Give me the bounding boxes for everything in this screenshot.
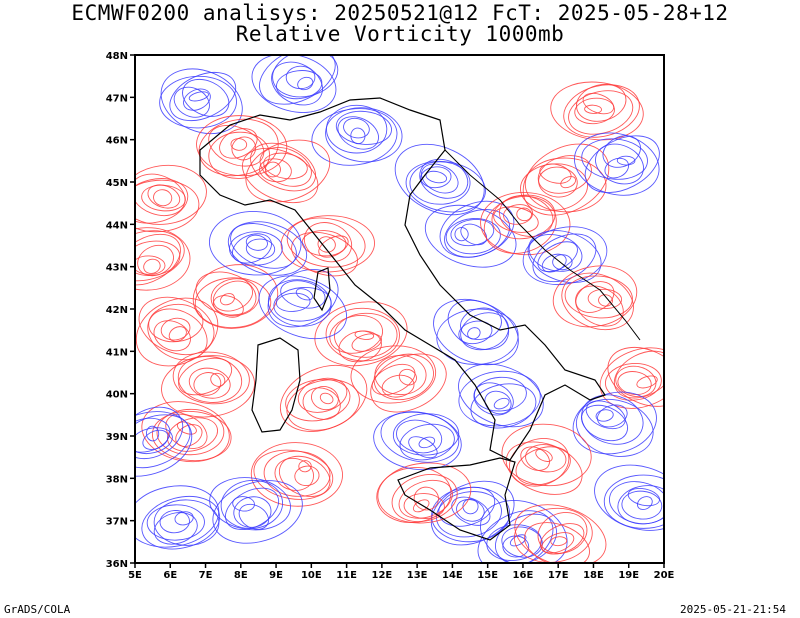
negative-vorticity-cell: [433, 298, 519, 366]
positive-vorticity-cell: [279, 364, 368, 432]
lon-label: 8E: [234, 570, 248, 581]
lon-label: 12E: [371, 570, 392, 581]
positive-vorticity-cell: [350, 345, 447, 413]
negative-vorticity-cell: [458, 363, 544, 429]
lon-label: 11E: [336, 570, 357, 581]
lat-label: 38N: [106, 474, 128, 485]
positive-vorticity-cell: [135, 227, 191, 291]
vorticity-field: [135, 55, 664, 563]
lon-label: 6E: [163, 570, 177, 581]
lon-label: 7E: [199, 570, 213, 581]
footer-timestamp: 2025-05-21-21:54: [680, 603, 786, 616]
lon-label: 14E: [442, 570, 463, 581]
lat-label: 43N: [106, 263, 128, 274]
lat-label: 48N: [106, 51, 128, 62]
axes: 48N 47N 46N 45N 44N 43N 42N 41N 40N 39N 38N 37N 36N5…: [106, 51, 675, 581]
negative-vorticity-cell: [135, 406, 193, 477]
positive-vorticity-cell: [501, 423, 592, 495]
positive-vorticity-cell: [599, 346, 664, 409]
coastlines: [199, 97, 641, 541]
lat-label: 37N: [106, 517, 128, 528]
title-line-2: Relative Vorticity 1000mb: [235, 22, 565, 46]
negative-vorticity-cell: [373, 411, 462, 471]
footer-software-label: GrADS/COLA: [4, 603, 71, 616]
negative-vorticity-cell: [208, 211, 308, 276]
negative-vorticity-cell: [251, 55, 339, 113]
lon-label: 20E: [654, 570, 675, 581]
positive-vorticity-cell: [550, 81, 644, 141]
title-line-1: ECMWF0200 analisys: 20250521@12 FcT: 202…: [71, 1, 729, 25]
lon-label: 18E: [583, 570, 604, 581]
lat-label: 39N: [106, 432, 128, 443]
sicily-outline: [397, 457, 516, 541]
lon-label: 9E: [269, 570, 283, 581]
negative-vorticity-cell: [594, 464, 664, 531]
positive-vorticity-cell: [376, 462, 472, 524]
lat-label: 40N: [106, 390, 128, 401]
positive-vorticity-cell: [135, 296, 219, 367]
lat-label: 45N: [106, 178, 128, 189]
corsica-outline: [313, 267, 331, 312]
positive-vorticity-cell: [314, 301, 408, 367]
lat-label: 42N: [106, 305, 128, 316]
balkan-coast-outline: [444, 149, 641, 341]
negative-vorticity-cell: [394, 143, 486, 216]
positive-vorticity-cell: [242, 139, 331, 204]
lon-label: 16E: [513, 570, 534, 581]
sardinia-outline: [251, 337, 301, 433]
lat-label: 41N: [106, 347, 128, 358]
negative-vorticity-cell: [135, 485, 221, 550]
lat-label: 36N: [106, 559, 128, 570]
positive-vorticity-cell: [552, 265, 638, 331]
negative-vorticity-cell: [572, 391, 657, 457]
lat-label: 46N: [106, 136, 128, 147]
lon-label: 15E: [477, 570, 498, 581]
lat-label: 44N: [106, 220, 128, 231]
lon-label: 13E: [407, 570, 428, 581]
positive-vorticity-cell: [514, 504, 607, 563]
positive-vorticity-cell: [250, 442, 344, 507]
negative-vorticity-cell: [424, 200, 517, 268]
positive-vorticity-cell: [161, 351, 255, 418]
negative-vorticity-cell: [311, 104, 403, 166]
positive-vorticity-cell: [135, 164, 207, 233]
positive-vorticity-cell: [141, 401, 232, 463]
lon-label: 10E: [301, 570, 322, 581]
positive-vorticity-cell: [520, 143, 610, 216]
lon-label: 19E: [618, 570, 639, 581]
italy-mainland-outline: [199, 97, 606, 461]
negative-vorticity-cell: [159, 68, 243, 135]
negative-vorticity-cell: [258, 269, 348, 340]
negative-vorticity-cell: [573, 132, 660, 196]
lat-label: 47N: [106, 93, 128, 104]
negative-vorticity-cell: [209, 477, 303, 544]
lon-label: 17E: [548, 570, 569, 581]
lon-label: 5E: [128, 570, 142, 581]
